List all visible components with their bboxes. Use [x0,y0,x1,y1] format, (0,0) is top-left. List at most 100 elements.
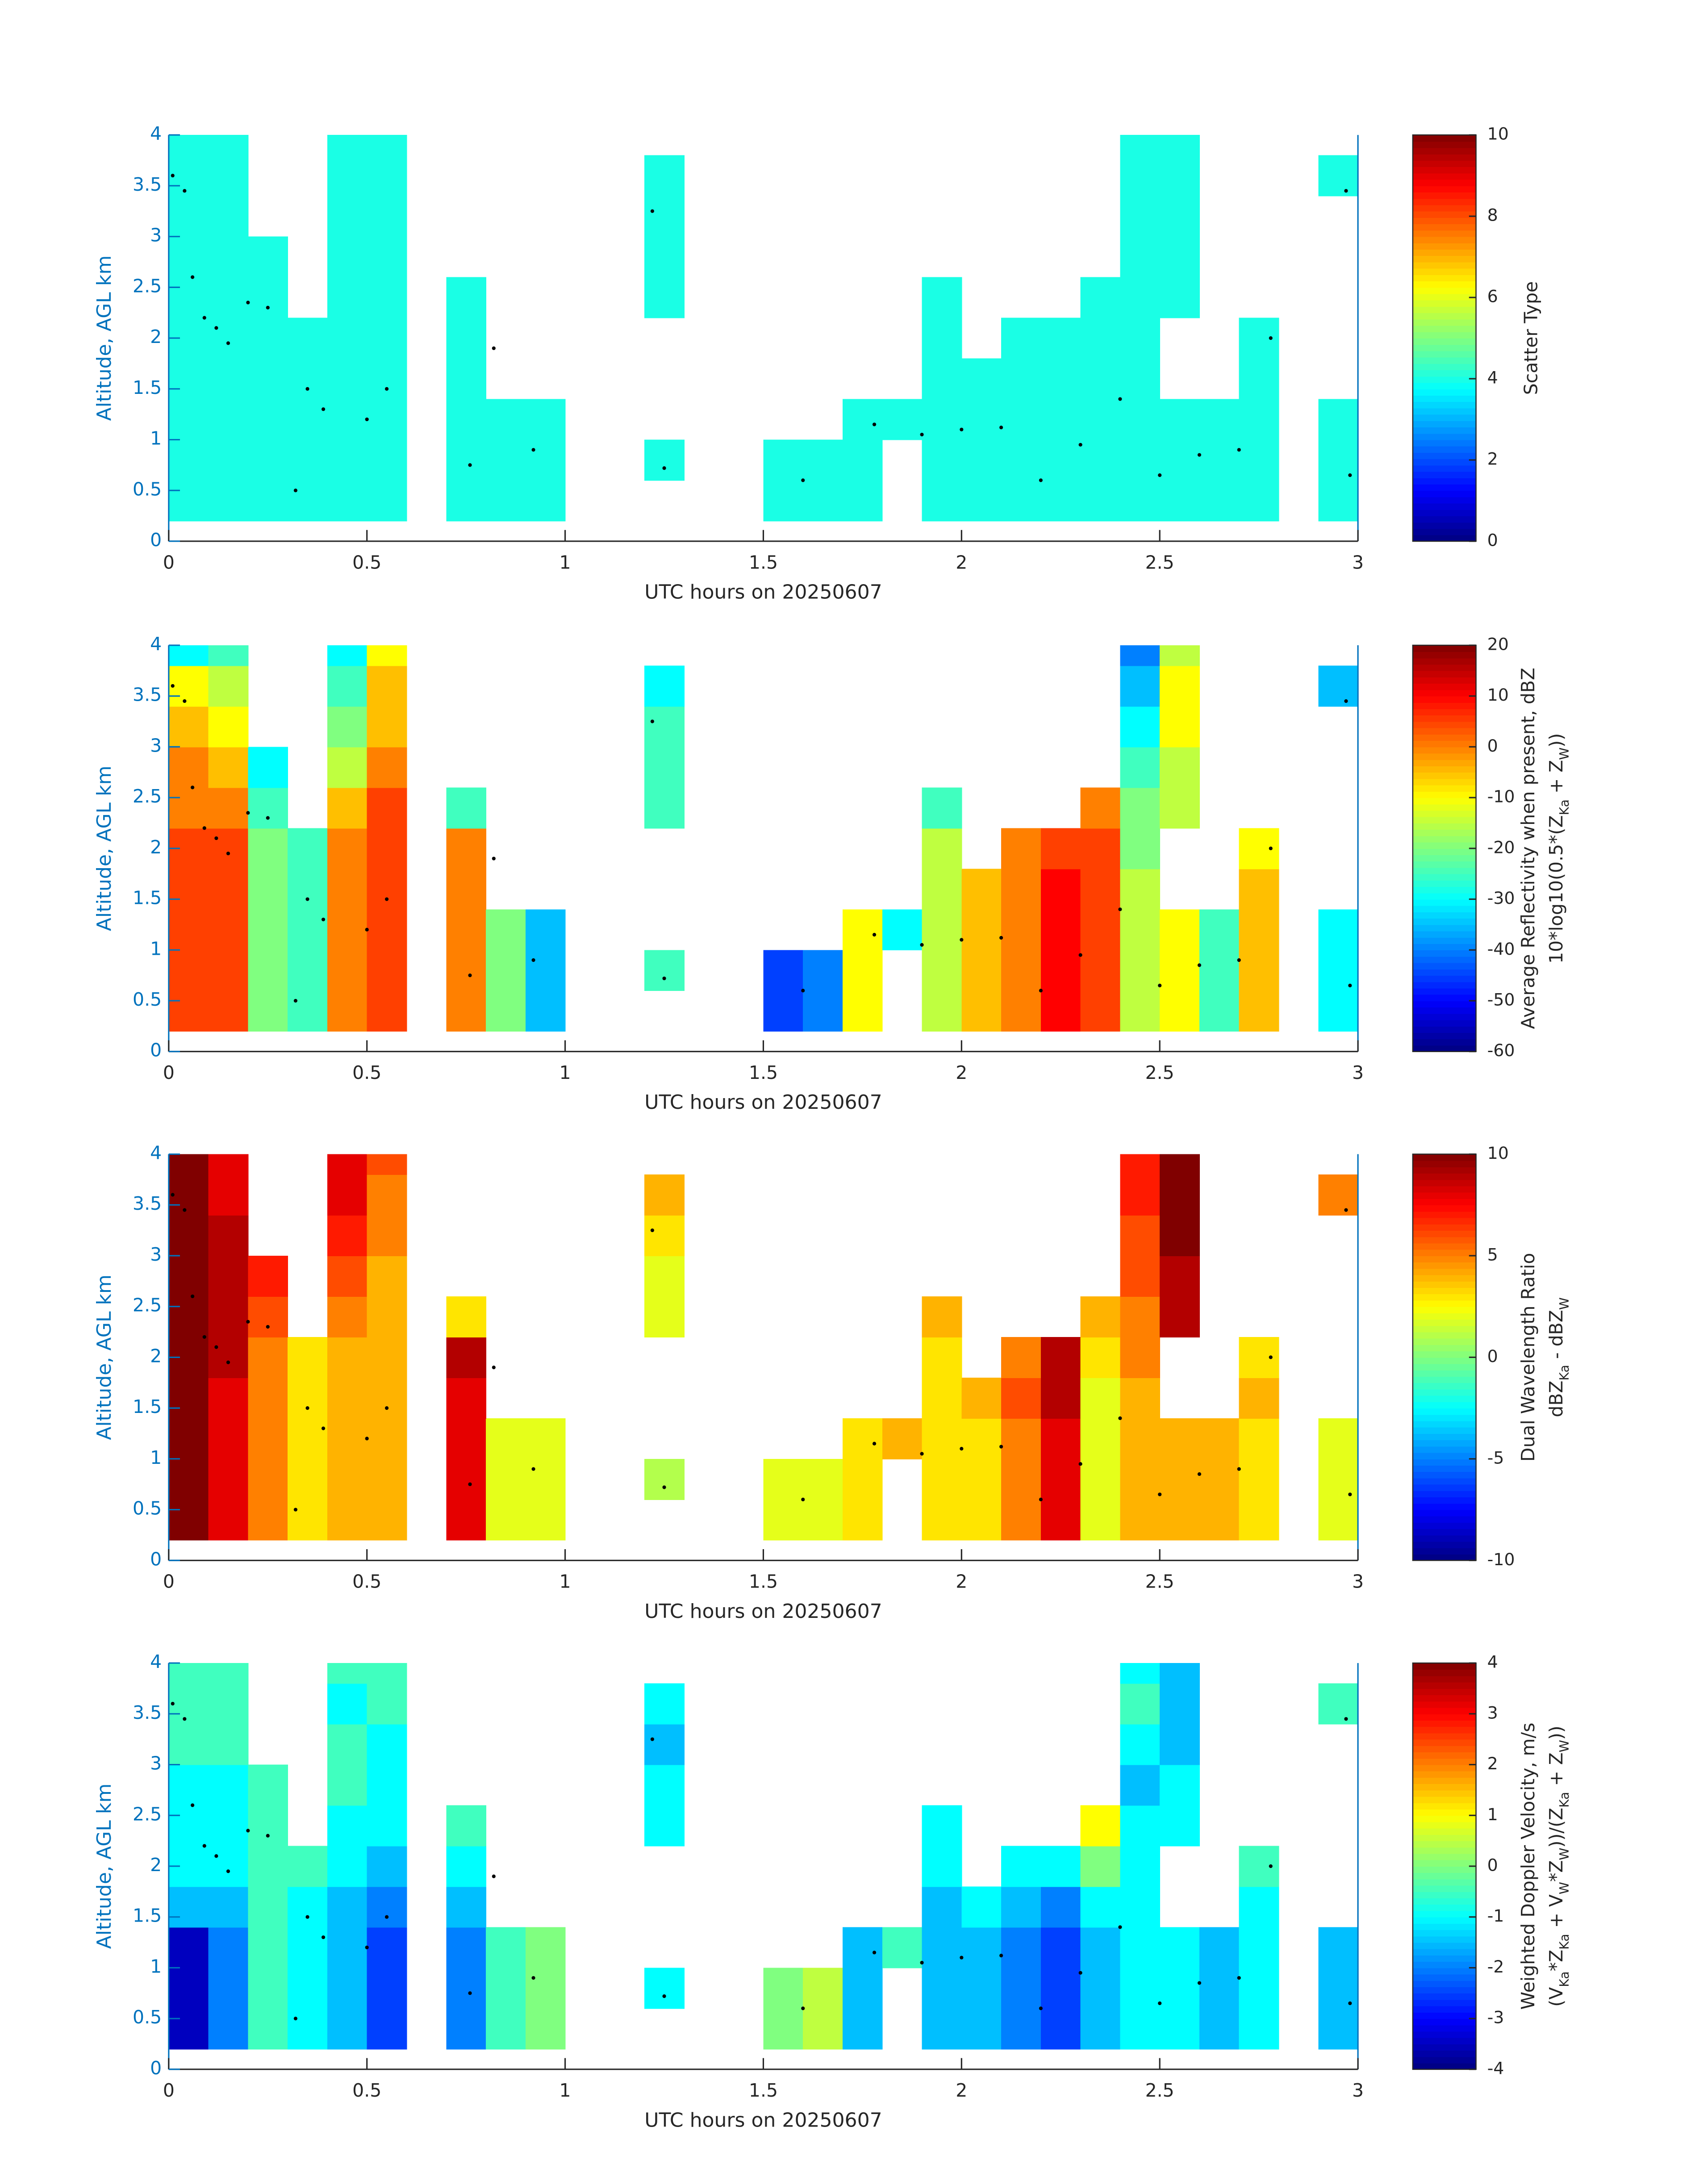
heatmap-cell [1239,358,1279,400]
colorbar-swatch [1412,439,1476,447]
colorbar-swatch [1412,778,1476,786]
heatmap-cell [1080,1886,1121,1928]
x-tick-label: 1.5 [749,1062,778,1083]
heatmap-cell [1160,1296,1200,1337]
colorbar-swatch [1412,185,1476,193]
heatmap-cell [327,2008,367,2050]
colorbar-swatch [1412,370,1476,377]
heatmap-cell [1120,787,1161,829]
data-point [226,1869,230,1873]
heatmap-cell [843,2008,883,2050]
colorbar-label-part: + V [1545,1894,1567,1934]
heatmap-cell [367,1846,407,1887]
colorbar-swatch [1412,1847,1476,1854]
heatmap-cell [168,1377,209,1419]
heatmap-cell [168,1174,209,1216]
heatmap-cell [922,277,962,318]
colorbar-swatch [1412,325,1476,332]
heatmap-cell [168,439,209,481]
heatmap-cell [208,1663,249,1684]
heatmap-cell [446,318,486,359]
data-point [1269,1355,1273,1359]
data-point [183,189,187,193]
heatmap-cell [1318,1418,1359,1459]
heatmap-cell [922,1418,962,1459]
heatmap-cell [525,2008,566,2050]
heatmap-cell [327,1458,367,1500]
colorbar-swatch [1412,1020,1476,1027]
data-point [468,1991,472,1995]
heatmap-cell [1001,1499,1041,1541]
heatmap-cell [367,990,407,1032]
data-point [266,1325,270,1329]
heatmap-cell [1239,1968,1279,2009]
heatmap-cell [1001,399,1041,440]
colorbar-tick-label: 0 [1487,736,1498,756]
heatmap-cell [208,196,249,237]
data-point [321,1935,326,1939]
heatmap-cell [1120,1846,1161,1887]
heatmap-cell [168,1683,209,1725]
colorbar-label-part: )) [1545,733,1567,748]
heatmap-cell [288,1418,328,1459]
heatmap-cell [922,787,962,829]
heatmap-cell [486,990,526,1032]
heatmap-cell [168,135,209,156]
colorbar-swatch [1412,1237,1476,1244]
data-point [202,316,206,320]
colorbar-swatch [1412,956,1476,963]
data-point [960,938,964,942]
colorbar-swatch [1412,535,1476,542]
heatmap-cell [208,1337,249,1378]
heatmap-cell [327,1927,367,1968]
y-tick-label: 0 [150,1040,162,1061]
heatmap-cell [1080,1846,1121,1887]
colorbar-tick-label: -10 [1487,787,1515,806]
heatmap-cell [1199,1418,1240,1459]
heatmap-cell [248,950,288,991]
heatmap-cell [1001,869,1041,910]
data-point [266,816,270,820]
heatmap-cell [1080,439,1121,481]
heatmap-cell [1318,1174,1359,1216]
data-point [321,407,326,411]
heatmap-cell [922,1499,962,1541]
data-point [1344,1717,1348,1721]
heatmap-cell [1239,439,1279,481]
heatmap-cell [168,480,209,522]
data-point [960,427,964,431]
colorbar-swatch [1412,192,1476,199]
data-point [191,1803,195,1807]
colorbar-swatch [1412,1764,1476,1772]
colorbar-swatch [1412,528,1476,535]
colorbar-swatch [1412,414,1476,421]
heatmap-cell [367,155,407,196]
heatmap-cell [446,439,486,481]
heatmap-cell [327,1805,367,1847]
heatmap-cell [843,950,883,991]
heatmap-cell [843,1458,883,1500]
heatmap-cell [327,1886,367,1928]
colorbar-swatch [1412,2025,1476,2032]
heatmap-cell [1239,1337,1279,1378]
heatmap-cell [961,1968,1002,2009]
heatmap-cell [168,358,209,400]
heatmap-cell [1080,1337,1121,1378]
data-point [1197,453,1202,457]
heatmap-cell [803,1458,843,1500]
data-point [999,1445,1003,1449]
colorbar-label-part: + Z [1545,1752,1567,1792]
colorbar-swatch [1412,1682,1476,1689]
data-point [1348,983,1352,987]
heatmap-cell [446,358,486,400]
heatmap-cell [843,1499,883,1541]
heatmap-cell [367,2008,407,2050]
heatmap-cell [208,480,249,522]
heatmap-cell [208,990,249,1032]
heatmap-cell [446,990,486,1032]
heatmap-cell [1001,1377,1041,1419]
colorbar-swatch [1412,1923,1476,1930]
heatmap-cell [1160,1154,1200,1175]
x-tick-label: 0 [163,552,175,573]
heatmap-cell [446,1846,486,1887]
